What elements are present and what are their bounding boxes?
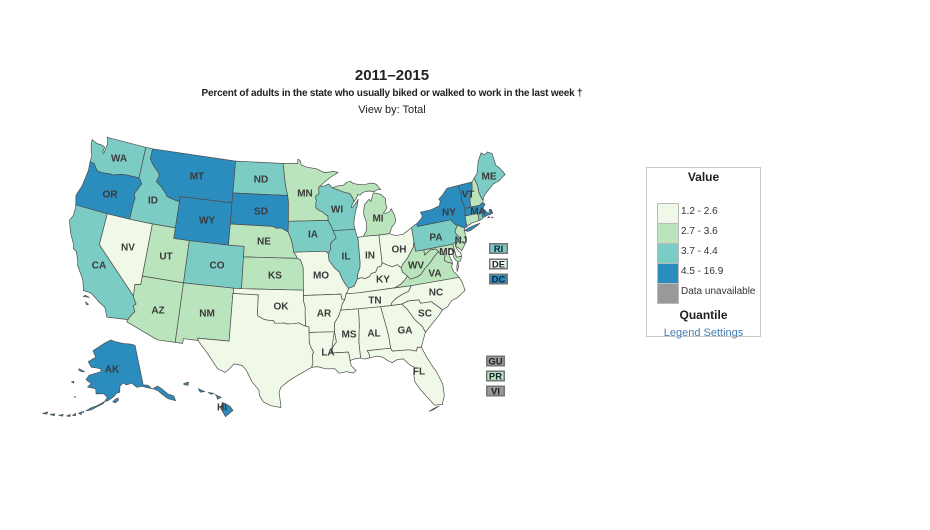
svg-text:FL: FL — [413, 367, 425, 378]
svg-text:UT: UT — [159, 252, 172, 263]
svg-text:MN: MN — [297, 189, 313, 200]
svg-text:ID: ID — [148, 196, 158, 207]
svg-text:WA: WA — [111, 154, 127, 165]
svg-text:KS: KS — [268, 271, 282, 282]
svg-text:PR: PR — [489, 372, 502, 383]
svg-text:DC: DC — [492, 275, 506, 286]
svg-text:CO: CO — [210, 261, 225, 272]
svg-text:OH: OH — [392, 245, 407, 256]
svg-text:MA: MA — [470, 207, 486, 218]
svg-text:TN: TN — [368, 296, 381, 307]
svg-text:ND: ND — [254, 175, 268, 186]
svg-text:IN: IN — [365, 251, 375, 262]
svg-text:WI: WI — [331, 205, 343, 216]
svg-text:NE: NE — [257, 237, 271, 248]
svg-text:VA: VA — [428, 269, 441, 280]
svg-text:IL: IL — [342, 252, 351, 263]
svg-text:SD: SD — [254, 207, 268, 218]
svg-text:CA: CA — [92, 261, 106, 272]
svg-text:NV: NV — [121, 243, 135, 254]
svg-text:RI: RI — [494, 244, 504, 255]
svg-text:AR: AR — [317, 309, 332, 320]
svg-text:NM: NM — [199, 309, 215, 320]
svg-text:AK: AK — [105, 365, 120, 376]
svg-text:MS: MS — [342, 330, 357, 341]
svg-text:MO: MO — [313, 271, 329, 282]
svg-text:GA: GA — [398, 326, 413, 337]
svg-text:MI: MI — [372, 214, 383, 225]
svg-text:MT: MT — [190, 172, 204, 183]
svg-text:GU: GU — [488, 357, 502, 368]
svg-text:WY: WY — [199, 216, 215, 227]
svg-text:VT: VT — [462, 190, 475, 201]
svg-text:NY: NY — [442, 208, 456, 219]
svg-text:ME: ME — [482, 172, 497, 183]
svg-text:AL: AL — [367, 329, 380, 340]
svg-text:OK: OK — [274, 302, 290, 313]
svg-text:WV: WV — [408, 261, 424, 272]
svg-text:HI: HI — [217, 403, 227, 414]
svg-text:DE: DE — [492, 260, 505, 271]
svg-text:AZ: AZ — [151, 306, 164, 317]
svg-text:VI: VI — [491, 387, 500, 398]
svg-text:NJ: NJ — [455, 236, 468, 247]
svg-text:SC: SC — [418, 309, 432, 320]
svg-text:IA: IA — [308, 230, 318, 241]
svg-text:OR: OR — [103, 190, 119, 201]
svg-text:LA: LA — [321, 348, 334, 359]
svg-text:KY: KY — [376, 275, 390, 286]
svg-text:PA: PA — [429, 233, 442, 244]
svg-text:NC: NC — [429, 288, 443, 299]
svg-text:MD: MD — [439, 247, 455, 258]
